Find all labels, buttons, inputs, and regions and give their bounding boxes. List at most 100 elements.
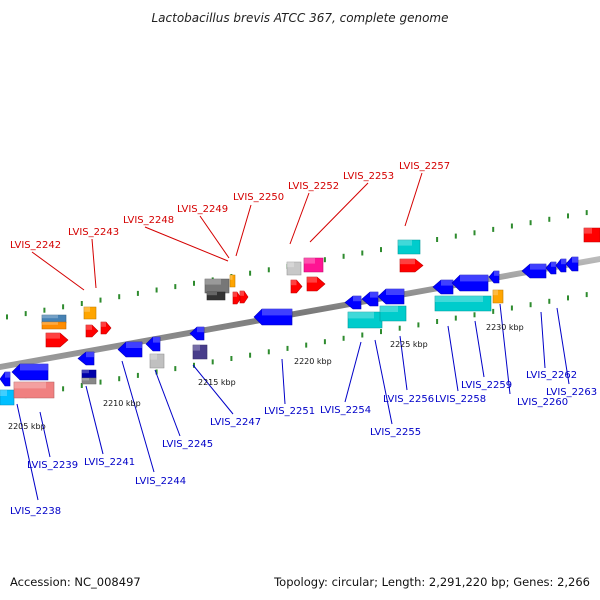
- gene-arrow: [117, 341, 143, 358]
- gene-label[interactable]: LVIS_2259: [461, 380, 512, 391]
- upper-track-dot: [99, 297, 102, 303]
- upper-track-dot: [249, 270, 252, 276]
- upper-track-dot: [323, 257, 326, 263]
- lower-track-dot: [174, 366, 177, 372]
- lower-track-dot: [342, 335, 345, 341]
- lower-track-dot: [548, 298, 551, 304]
- callout-line: [192, 364, 234, 415]
- upper-track-dot: [118, 294, 121, 300]
- gene-arrow-highlight: [14, 382, 46, 389]
- gene-arrow-highlight: [197, 327, 204, 333]
- callout-line: [144, 226, 229, 262]
- gene-arrow-highlight: [287, 262, 294, 268]
- lower-track-dot: [529, 302, 532, 308]
- gene-arrow: [545, 261, 557, 275]
- gene-arrow-highlight: [86, 325, 92, 330]
- gene-arrow-highlight: [84, 307, 90, 312]
- upper-track-dot: [436, 237, 439, 242]
- gene-label[interactable]: LVIS_2248: [123, 215, 174, 226]
- callout-line: [16, 403, 39, 501]
- gene-label[interactable]: LVIS_2254: [320, 405, 371, 416]
- callout-line: [474, 320, 485, 378]
- gene-arrow-highlight: [205, 279, 221, 285]
- gene-callouts: [16, 172, 570, 501]
- gene-arrow: [379, 305, 407, 322]
- gene-label[interactable]: LVIS_2257: [399, 161, 450, 172]
- gene-arrow-highlight: [82, 370, 89, 374]
- gene-arrow-highlight: [20, 364, 48, 371]
- upper-track-dot: [193, 280, 195, 286]
- gene-label[interactable]: LVIS_2255: [370, 427, 421, 438]
- scale-ticks: 2205 kbp 2210 kbp 2215 kbp 2220 kbp 2225…: [8, 323, 524, 431]
- gene-arrow-highlight: [0, 390, 7, 396]
- gene-label[interactable]: LVIS_2245: [162, 439, 213, 450]
- gene-label[interactable]: LVIS_2243: [68, 227, 119, 238]
- callout-line: [91, 238, 97, 289]
- gene-arrow-highlight: [561, 259, 566, 265]
- gene-label[interactable]: LVIS_2247: [210, 417, 261, 428]
- gene-arrow: [306, 276, 326, 292]
- gene-label[interactable]: LVIS_2260: [517, 397, 568, 408]
- gene-arrow: [253, 308, 293, 326]
- gene-label[interactable]: LVIS_2256: [383, 394, 434, 405]
- gene-arrow: [555, 258, 567, 273]
- gene-arrow: [45, 332, 69, 348]
- accession-text: Accession: NC_008497: [10, 575, 141, 589]
- lower-track-dot: [380, 329, 382, 335]
- gene-label[interactable]: LVIS_2253: [343, 171, 394, 182]
- gene-arrow-highlight: [572, 257, 578, 263]
- gene-label[interactable]: LVIS_2239: [27, 460, 78, 471]
- gene-arrow-highlight: [348, 312, 374, 319]
- gene-arrow-highlight: [584, 228, 592, 234]
- gene-arrow-highlight: [386, 289, 404, 295]
- gene-arrow-highlight: [380, 306, 398, 312]
- gene-label[interactable]: LVIS_2242: [10, 240, 61, 251]
- gene-arrow: [232, 291, 242, 305]
- gene-arrow-highlight: [86, 352, 94, 358]
- upper-track-dot: [174, 284, 177, 290]
- gene-arrow: [286, 261, 302, 276]
- gene-label[interactable]: LVIS_2251: [264, 406, 315, 417]
- lower-track-dot: [80, 383, 83, 388]
- gene-arrow: [303, 257, 324, 273]
- gene-label[interactable]: LVIS_2258: [435, 394, 486, 405]
- gene-arrow: [521, 263, 547, 279]
- callout-line: [235, 204, 252, 257]
- lower-track-dot: [305, 342, 308, 348]
- gene-arrow: [85, 324, 99, 338]
- gene-arrow-highlight: [400, 259, 415, 265]
- gene-label[interactable]: LVIS_2249: [177, 204, 228, 215]
- gene-arrow: [41, 321, 67, 330]
- upper-track-dot: [24, 311, 27, 317]
- upper-track-dot: [454, 233, 457, 239]
- upper-track-dot: [6, 314, 8, 320]
- gene-label[interactable]: LVIS_2244: [135, 476, 186, 487]
- gene-label[interactable]: LVIS_2262: [526, 370, 577, 381]
- gene-arrow: [11, 363, 49, 381]
- gene-arrow: [432, 279, 454, 295]
- gene-label[interactable]: LVIS_2263: [546, 387, 597, 398]
- callout-line: [556, 307, 570, 385]
- callout-line: [499, 303, 511, 395]
- upper-track-dot: [342, 253, 345, 259]
- lower-track-dot: [398, 325, 401, 331]
- upper-track-dot: [80, 301, 83, 306]
- tick-label-2225: 2225 kbp: [390, 340, 428, 349]
- upper-track-dot: [267, 267, 270, 273]
- gene-label[interactable]: LVIS_2238: [10, 506, 61, 517]
- gene-label[interactable]: LVIS_2252: [288, 181, 339, 192]
- gene-arrow: [0, 389, 15, 406]
- tick-label-2205: 2205 kbp: [8, 422, 46, 431]
- upper-track-dot: [585, 210, 588, 216]
- gene-label[interactable]: LVIS_2250: [233, 192, 284, 203]
- gene-arrow: [434, 295, 492, 312]
- callout-line: [31, 251, 85, 291]
- gene-arrow: [145, 336, 161, 352]
- callout-line: [39, 411, 51, 458]
- gene-arrow: [377, 288, 405, 305]
- callout-line: [121, 360, 155, 473]
- gene-arrow-highlight: [460, 275, 488, 282]
- lower-track-dot: [211, 359, 214, 365]
- gene-label[interactable]: LVIS_2241: [84, 457, 135, 468]
